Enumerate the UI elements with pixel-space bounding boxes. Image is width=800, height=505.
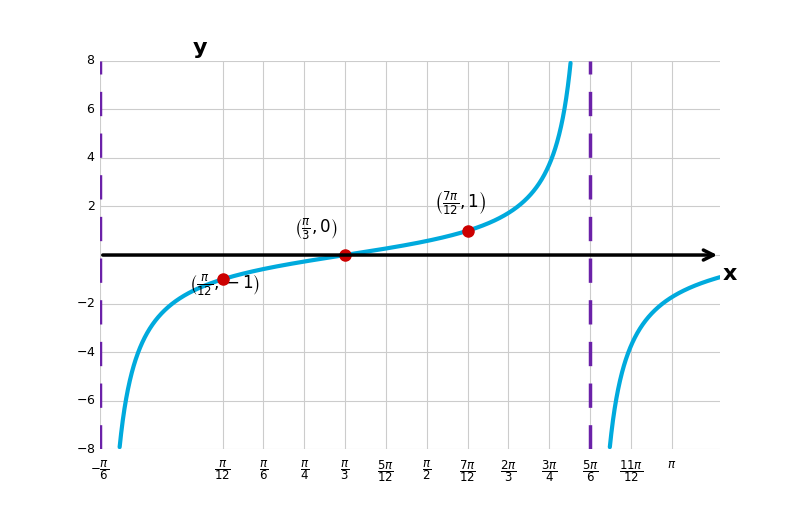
Text: $4$: $4$ xyxy=(86,152,95,164)
Text: $\dfrac{\pi}{2}$: $\dfrac{\pi}{2}$ xyxy=(422,458,431,482)
Text: y: y xyxy=(193,38,207,58)
Text: $\dfrac{3\pi}{4}$: $\dfrac{3\pi}{4}$ xyxy=(541,458,558,484)
Text: $\left(\frac{\pi}{3},0\right)$: $\left(\frac{\pi}{3},0\right)$ xyxy=(294,216,338,242)
Text: $\dfrac{11\pi}{12}$: $\dfrac{11\pi}{12}$ xyxy=(619,458,643,484)
Text: $\left(\frac{7\pi}{12},1\right)$: $\left(\frac{7\pi}{12},1\right)$ xyxy=(434,190,486,217)
Text: $\dfrac{\pi}{4}$: $\dfrac{\pi}{4}$ xyxy=(299,458,309,482)
Text: $6$: $6$ xyxy=(86,103,95,116)
Text: $\dfrac{2\pi}{3}$: $\dfrac{2\pi}{3}$ xyxy=(500,458,517,484)
Text: $\dfrac{\pi}{6}$: $\dfrac{\pi}{6}$ xyxy=(258,458,268,482)
Text: $2$: $2$ xyxy=(86,200,95,213)
Text: $-8$: $-8$ xyxy=(76,443,95,456)
Text: $\dfrac{7\pi}{12}$: $\dfrac{7\pi}{12}$ xyxy=(459,458,476,484)
Text: $-6$: $-6$ xyxy=(76,394,95,408)
Text: $\dfrac{\pi}{3}$: $\dfrac{\pi}{3}$ xyxy=(340,458,350,482)
Text: $\dfrac{5\pi}{6}$: $\dfrac{5\pi}{6}$ xyxy=(582,458,598,484)
Text: $8$: $8$ xyxy=(86,54,95,67)
Text: $-4$: $-4$ xyxy=(76,346,95,359)
Text: $\dfrac{\pi}{12}$: $\dfrac{\pi}{12}$ xyxy=(214,458,231,482)
Text: $-\dfrac{\pi}{6}$: $-\dfrac{\pi}{6}$ xyxy=(90,458,110,482)
Text: $\left(\frac{\pi}{12},-1\right)$: $\left(\frac{\pi}{12},-1\right)$ xyxy=(190,272,261,297)
Text: $-2$: $-2$ xyxy=(76,297,95,310)
Text: $\pi$: $\pi$ xyxy=(667,458,677,471)
Text: $\dfrac{5\pi}{12}$: $\dfrac{5\pi}{12}$ xyxy=(378,458,394,484)
Text: x: x xyxy=(723,264,738,283)
